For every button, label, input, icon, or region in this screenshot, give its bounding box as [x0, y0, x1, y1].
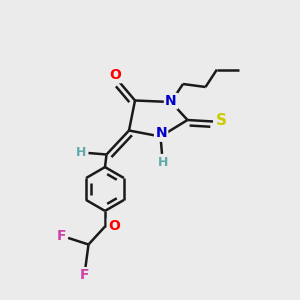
Text: F: F: [57, 229, 66, 242]
Text: O: O: [108, 219, 120, 232]
Text: N: N: [155, 127, 167, 140]
Text: N: N: [165, 94, 177, 108]
Text: S: S: [216, 113, 227, 128]
Text: H: H: [158, 156, 168, 169]
Text: H: H: [76, 146, 86, 159]
Text: F: F: [80, 268, 90, 282]
Text: O: O: [109, 68, 121, 82]
